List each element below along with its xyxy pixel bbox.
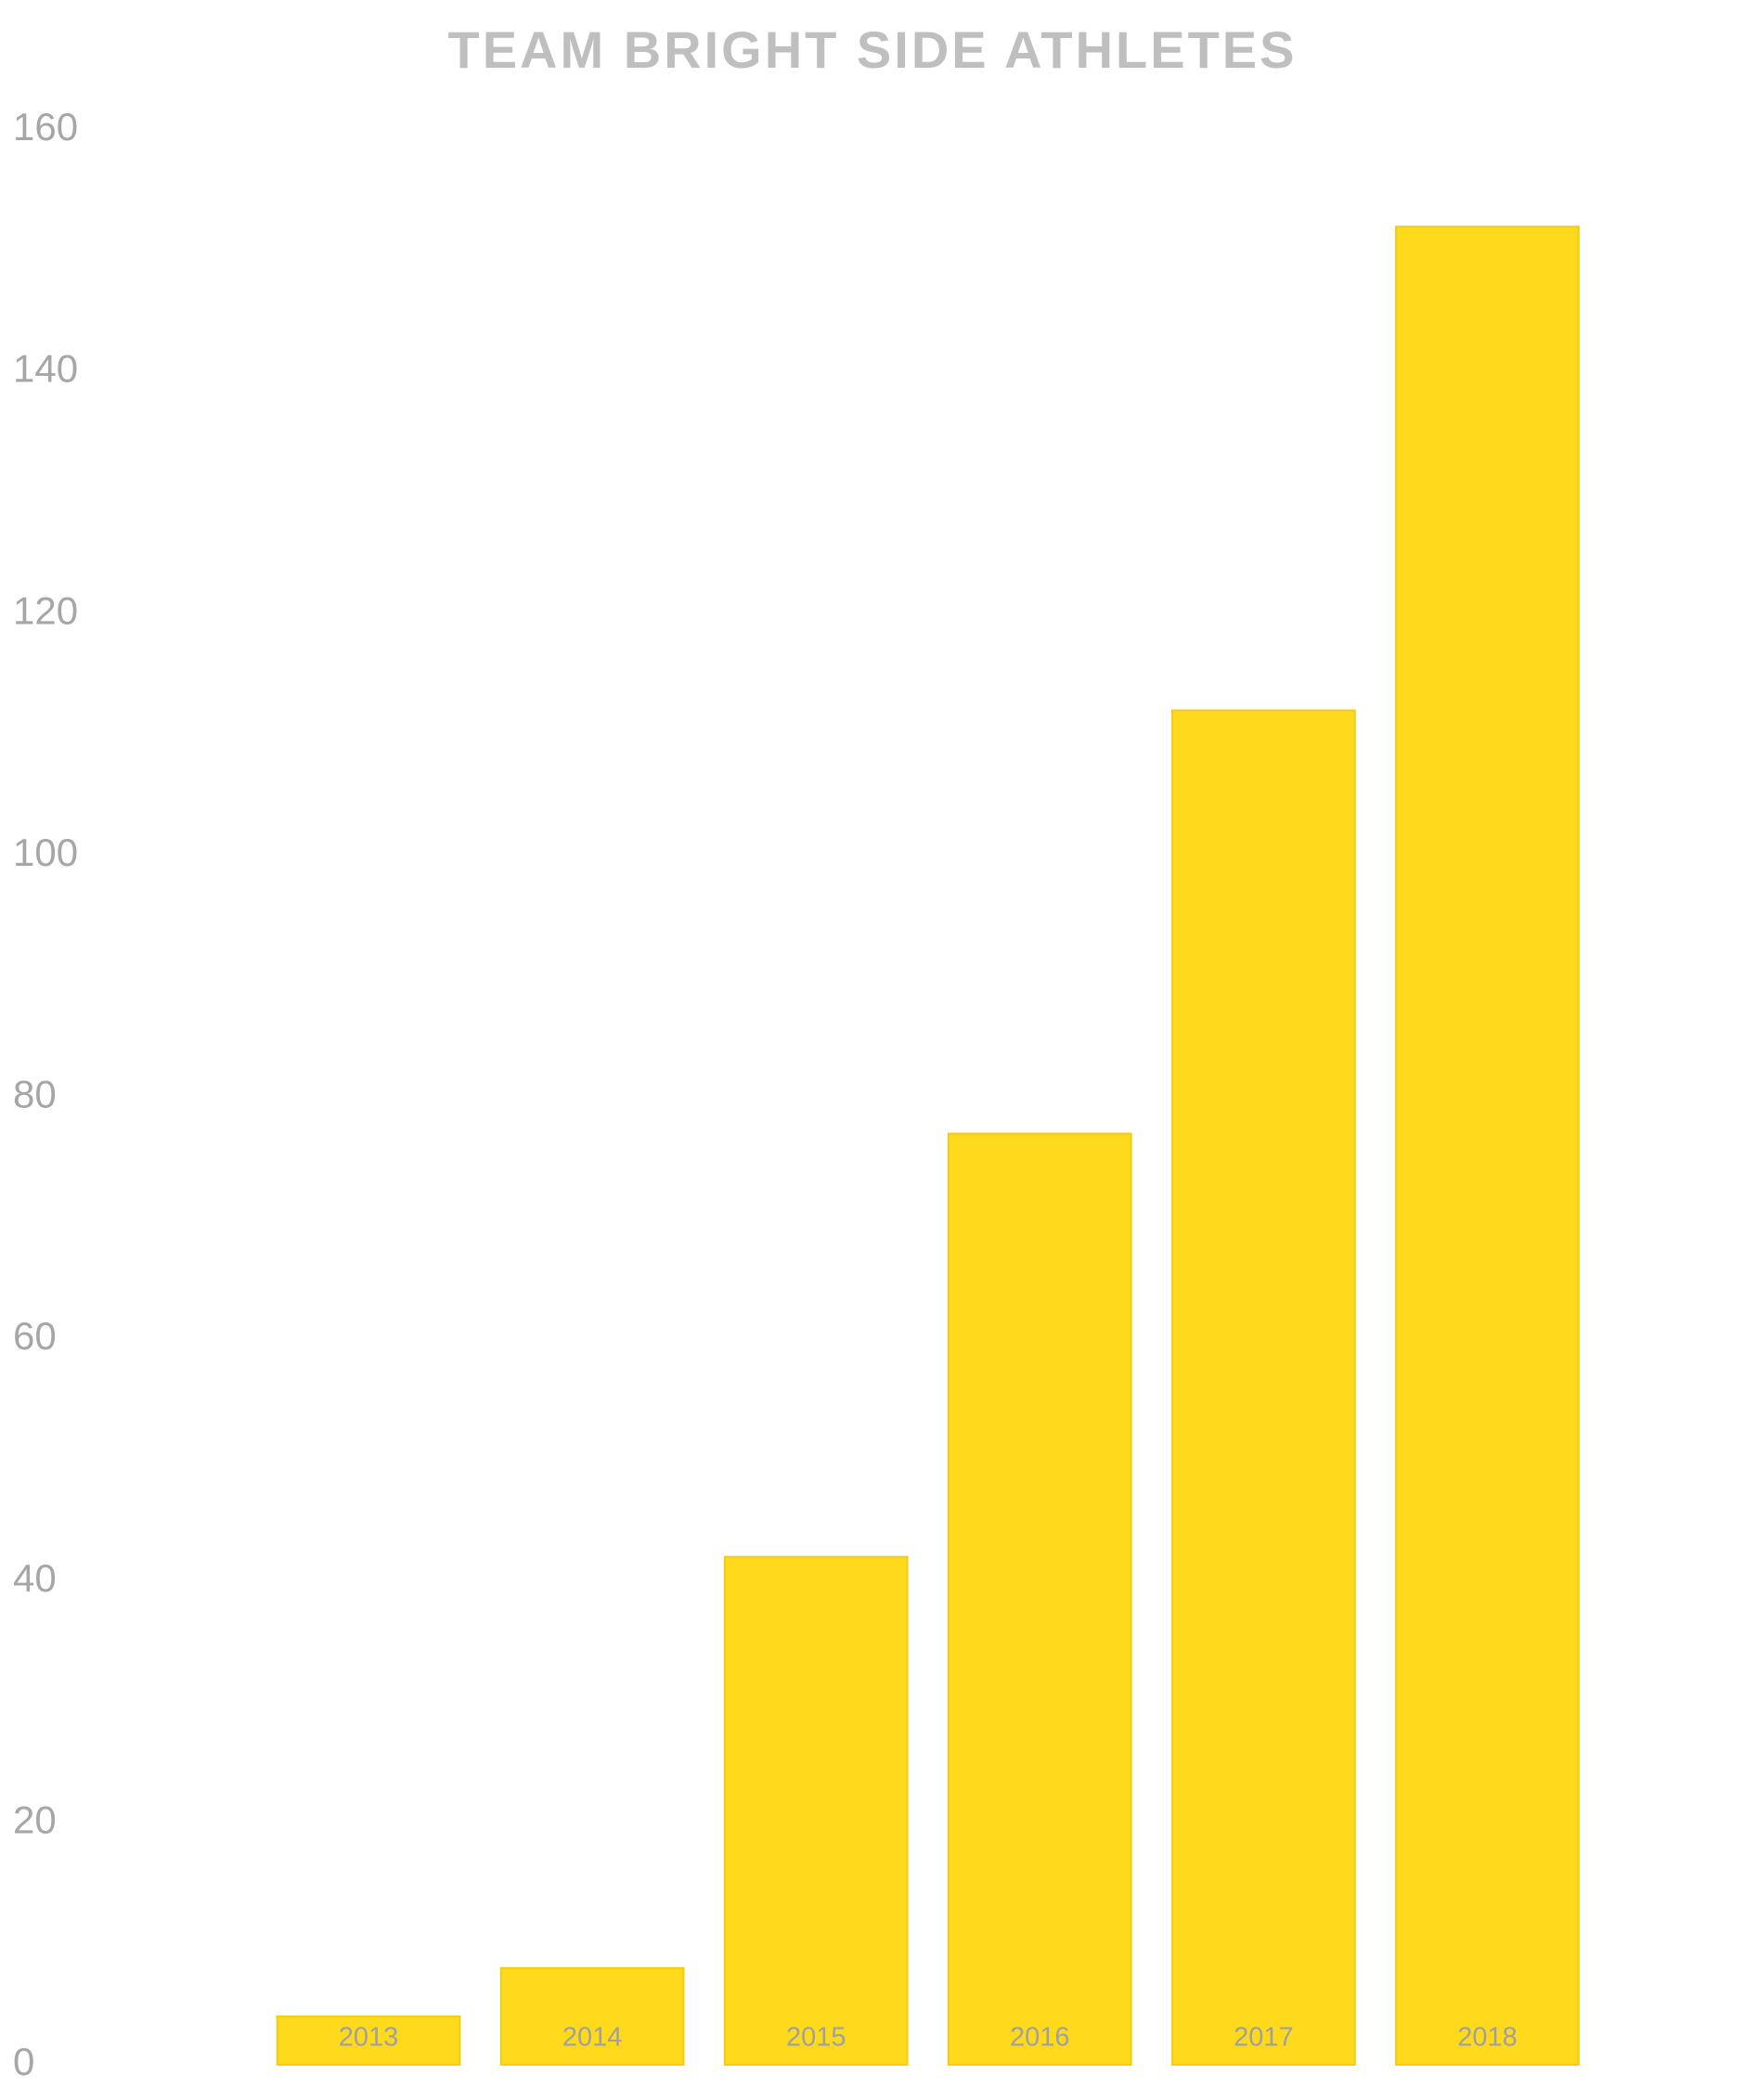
y-tick-label: 20 [13,1797,57,1841]
y-tick-label: 100 [13,831,78,874]
x-tick-label: 2016 [1010,2023,1070,2053]
bar [1395,225,1580,2066]
chart-title: TEAM BRIGHT SIDE ATHLETES [448,20,1298,79]
y-tick-label: 80 [13,1073,57,1116]
bar [499,1966,685,2066]
x-tick-label: 2013 [339,2023,399,2053]
bar [947,1132,1132,2066]
x-tick-label: 2015 [786,2023,846,2053]
bar [1171,709,1356,2066]
x-tick-label: 2014 [562,2023,623,2053]
y-tick-label: 160 [13,105,78,148]
y-tick-label: 140 [13,347,78,391]
y-tick-label: 60 [13,1314,57,1358]
y-tick-label: 120 [13,588,78,632]
bar [276,2015,461,2066]
y-tick-label: 40 [13,1556,57,1600]
x-tick-label: 2018 [1457,2023,1518,2053]
bar [723,1555,909,2066]
x-tick-label: 2017 [1234,2023,1294,2053]
y-tick-label: 0 [13,2040,34,2083]
